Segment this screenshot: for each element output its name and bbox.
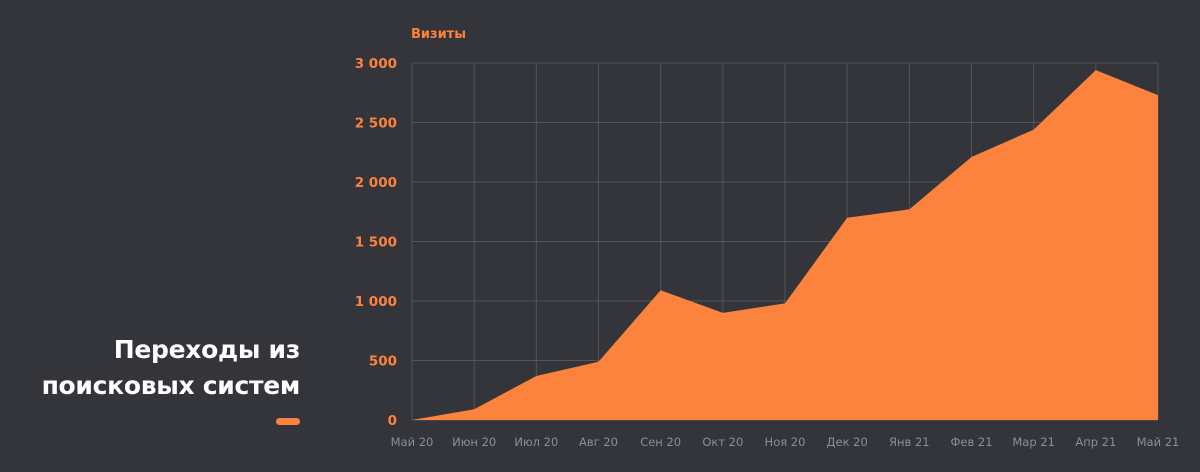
y-axis-ticks: 0 500 1 000 1 500 2 000 2 500 3 000 — [355, 56, 397, 429]
section-title: Переходы из поисковых систем — [41, 332, 301, 404]
x-tick-label: Ноя 20 — [765, 435, 806, 449]
x-tick-label: Июл 20 — [514, 435, 558, 449]
y-tick-label: 2 000 — [355, 175, 397, 191]
y-tick-label: 1 000 — [355, 294, 397, 310]
area-series — [412, 70, 1158, 420]
x-tick-label: Июн 20 — [452, 435, 496, 449]
section-title-line-2: поисковых систем — [41, 371, 301, 400]
area-layer — [411, 70, 1159, 421]
y-axis-label: Визиты — [411, 27, 466, 42]
section-title-line-1: Переходы из — [113, 335, 301, 364]
y-tick-label: 2 500 — [355, 116, 397, 132]
accent-bar — [276, 418, 300, 425]
x-tick-label: Май 20 — [391, 435, 434, 449]
x-tick-label: Апр 21 — [1075, 435, 1116, 449]
x-tick-label: Фев 21 — [950, 435, 992, 449]
y-tick-label: 1 500 — [355, 235, 397, 251]
y-tick-label: 3 000 — [355, 56, 397, 72]
x-tick-label: Окт 20 — [702, 435, 743, 449]
x-axis-ticks: Май 20 Июн 20 Июл 20 Авг 20 Сен 20 Окт 20 Ноя … — [391, 435, 1180, 449]
x-tick-label: Янв 21 — [889, 435, 930, 449]
x-tick-label: Дек 20 — [827, 435, 868, 449]
y-tick-label: 500 — [369, 354, 397, 370]
x-tick-label: Май 21 — [1137, 435, 1180, 449]
x-tick-label: Авг 20 — [579, 435, 618, 449]
x-tick-label: Сен 20 — [640, 435, 681, 449]
x-tick-label: Мар 21 — [1012, 435, 1055, 449]
y-tick-label: 0 — [388, 413, 397, 429]
